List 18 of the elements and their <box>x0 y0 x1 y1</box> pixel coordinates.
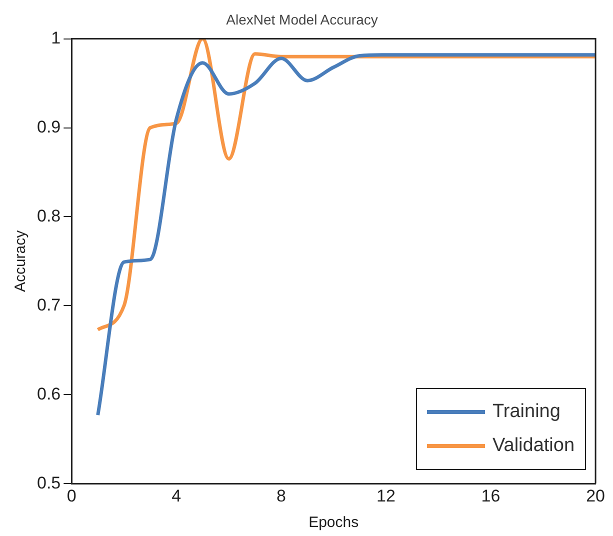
x-tick-label: 4 <box>172 486 182 506</box>
x-tick-label: 16 <box>481 486 500 506</box>
line-series <box>96 38 596 332</box>
y-axis-title: Accuracy <box>12 230 30 292</box>
x-tick-label: 8 <box>276 486 286 506</box>
y-tick-label: 0.5 <box>36 473 61 492</box>
y-tick-label: 0.7 <box>36 295 61 314</box>
y-tick-label: 1 <box>51 28 61 48</box>
x-tick-label: 0 <box>66 486 76 506</box>
y-tick-label: 0.9 <box>36 117 61 136</box>
x-axis-title: Epochs <box>308 514 359 532</box>
y-tick-label: 0.6 <box>36 384 61 404</box>
legend-label: Validation <box>492 434 575 458</box>
legend-label: Training <box>492 400 560 424</box>
chart-title: AlexNet Model Accuracy <box>226 11 378 28</box>
y-tick-label: 0.8 <box>36 206 61 226</box>
x-tick-label: 12 <box>376 486 396 506</box>
x-tick-label: 20 <box>586 486 606 506</box>
